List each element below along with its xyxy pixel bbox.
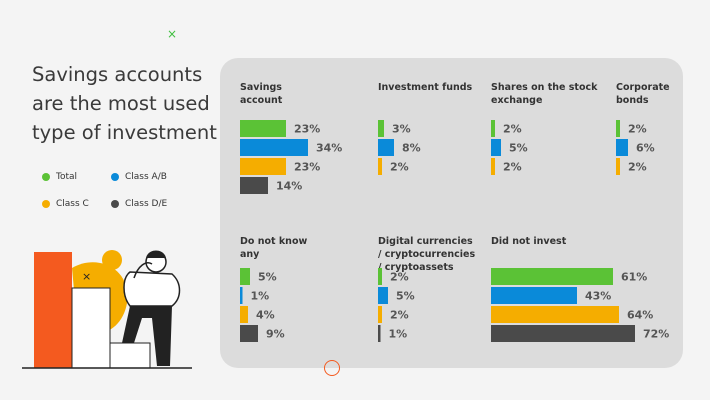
- group-title-digital-currencies-cryptocurrencies-cryptoassets: Digital currencies / cryptocurrencies / cr…: [378, 236, 475, 273]
- bar-shares-on-the-stock-exchange-class-a-b: [491, 139, 501, 156]
- bar-digital-currencies-cryptocurrencies-cryptoassets-total: [378, 268, 382, 285]
- chart-panel: Savings account 23% 34% 23% 14% Investment fun…: [220, 58, 683, 368]
- data-label-did-not-invest-class-d-e: 72%: [643, 328, 669, 341]
- data-label-savings-account-class-a-b: 34%: [316, 142, 342, 155]
- data-label-did-not-invest-class-c: 64%: [627, 309, 653, 322]
- data-label-digital-currencies-cryptocurrencies-cryptoassets-class-a-b: 5%: [396, 290, 415, 303]
- decorative-orange-circle: [324, 360, 340, 376]
- data-label-investment-funds-total: 3%: [392, 123, 411, 136]
- data-label-digital-currencies-cryptocurrencies-cryptoassets-class-c: 2%: [390, 309, 409, 322]
- group-title-shares-on-the-stock-exchange: Shares on the stock exchange: [491, 82, 598, 106]
- legend-swatch: [111, 200, 119, 208]
- data-label-digital-currencies-cryptocurrencies-cryptoassets-class-d-e: 1%: [389, 328, 408, 341]
- data-label-shares-on-the-stock-exchange-total: 2%: [503, 123, 522, 136]
- bar-did-not-invest-class-a-b: [491, 287, 577, 304]
- group-title-do-not-know-any: Do not know any: [240, 236, 307, 260]
- grouped-bar-chart: Savings account 23% 34% 23% 14% Investment fun…: [240, 82, 670, 342]
- legend-label: Total: [56, 172, 78, 182]
- page-title: Savings accounts are the most used type …: [32, 63, 217, 144]
- bar-shares-on-the-stock-exchange-class-c: [491, 158, 495, 175]
- data-label-savings-account-class-d-e: 14%: [276, 180, 302, 193]
- bar-investment-funds-total: [378, 120, 384, 137]
- data-label-corporate-bonds-total: 2%: [628, 123, 647, 136]
- bar-savings-account-class-d-e: [240, 177, 268, 194]
- data-label-digital-currencies-cryptocurrencies-cryptoassets-total: 2%: [390, 271, 409, 284]
- person-hair: [146, 250, 166, 258]
- bar-shares-on-the-stock-exchange-total: [491, 120, 495, 137]
- group-title-investment-funds: Investment funds: [378, 82, 473, 93]
- person-legs: [122, 306, 172, 366]
- group-title-did-not-invest: Did not invest: [491, 236, 567, 247]
- bar-savings-account-class-a-b: [240, 139, 308, 156]
- bar-did-not-invest-class-d-e: [491, 325, 635, 342]
- illustration-x-mark: ×: [82, 270, 91, 283]
- legend-item-class-de: Class D/E: [111, 199, 167, 209]
- legend-swatch: [42, 200, 50, 208]
- illustration-white-block: [71, 287, 111, 369]
- illustration-step-block: [109, 342, 151, 369]
- data-label-did-not-invest-class-a-b: 43%: [585, 290, 611, 303]
- bar-digital-currencies-cryptocurrencies-cryptoassets-class-a-b: [378, 287, 388, 304]
- bar-savings-account-class-c: [240, 158, 286, 175]
- legend-item-total: Total: [42, 172, 77, 182]
- bar-did-not-invest-class-c: [491, 306, 619, 323]
- bar-do-not-know-any-class-c: [240, 306, 248, 323]
- legend-label: Class D/E: [125, 199, 168, 209]
- bar-corporate-bonds-total: [616, 120, 620, 137]
- bar-investment-funds-class-c: [378, 158, 382, 175]
- data-label-did-not-invest-total: 61%: [621, 271, 647, 284]
- legend-swatch: [42, 173, 50, 181]
- data-label-corporate-bonds-class-a-b: 6%: [636, 142, 655, 155]
- legend-item-class-ab: Class A/B: [111, 172, 167, 182]
- bar-digital-currencies-cryptocurrencies-cryptoassets-class-d-e: [378, 325, 381, 342]
- data-label-shares-on-the-stock-exchange-class-a-b: 5%: [509, 142, 528, 155]
- legend-label: Class A/B: [125, 172, 167, 182]
- bar-investment-funds-class-a-b: [378, 139, 394, 156]
- data-label-corporate-bonds-class-c: 2%: [628, 161, 647, 174]
- data-label-do-not-know-any-class-d-e: 9%: [266, 328, 285, 341]
- person-body: [123, 271, 181, 307]
- group-title-corporate-bonds: Corporate bonds: [616, 82, 670, 106]
- legend-label: Class C: [56, 199, 89, 209]
- data-label-investment-funds-class-c: 2%: [390, 161, 409, 174]
- person-arm: [133, 262, 153, 279]
- data-label-investment-funds-class-a-b: 8%: [402, 142, 421, 155]
- bar-do-not-know-any-total: [240, 268, 250, 285]
- data-label-do-not-know-any-class-a-b: 1%: [251, 290, 270, 303]
- legend-item-class-c: Class C: [42, 199, 89, 209]
- data-label-savings-account-total: 23%: [294, 123, 320, 136]
- person-climbing-illustration: ×: [22, 250, 192, 369]
- group-title-savings-account: Savings account: [240, 82, 283, 106]
- data-label-do-not-know-any-class-c: 4%: [256, 309, 275, 322]
- bar-did-not-invest-total: [491, 268, 613, 285]
- data-label-do-not-know-any-total: 5%: [258, 271, 277, 284]
- data-label-savings-account-class-c: 23%: [294, 161, 320, 174]
- bar-corporate-bonds-class-a-b: [616, 139, 628, 156]
- data-label-shares-on-the-stock-exchange-class-c: 2%: [503, 161, 522, 174]
- bar-do-not-know-any-class-a-b: [240, 287, 243, 304]
- bar-savings-account-total: [240, 120, 286, 137]
- bar-digital-currencies-cryptocurrencies-cryptoassets-class-c: [378, 306, 382, 323]
- legend-swatch: [111, 173, 119, 181]
- bar-corporate-bonds-class-c: [616, 158, 620, 175]
- bar-do-not-know-any-class-d-e: [240, 325, 258, 342]
- illustration-orange-block: [34, 252, 72, 368]
- decorative-x-icon: ×: [167, 27, 178, 41]
